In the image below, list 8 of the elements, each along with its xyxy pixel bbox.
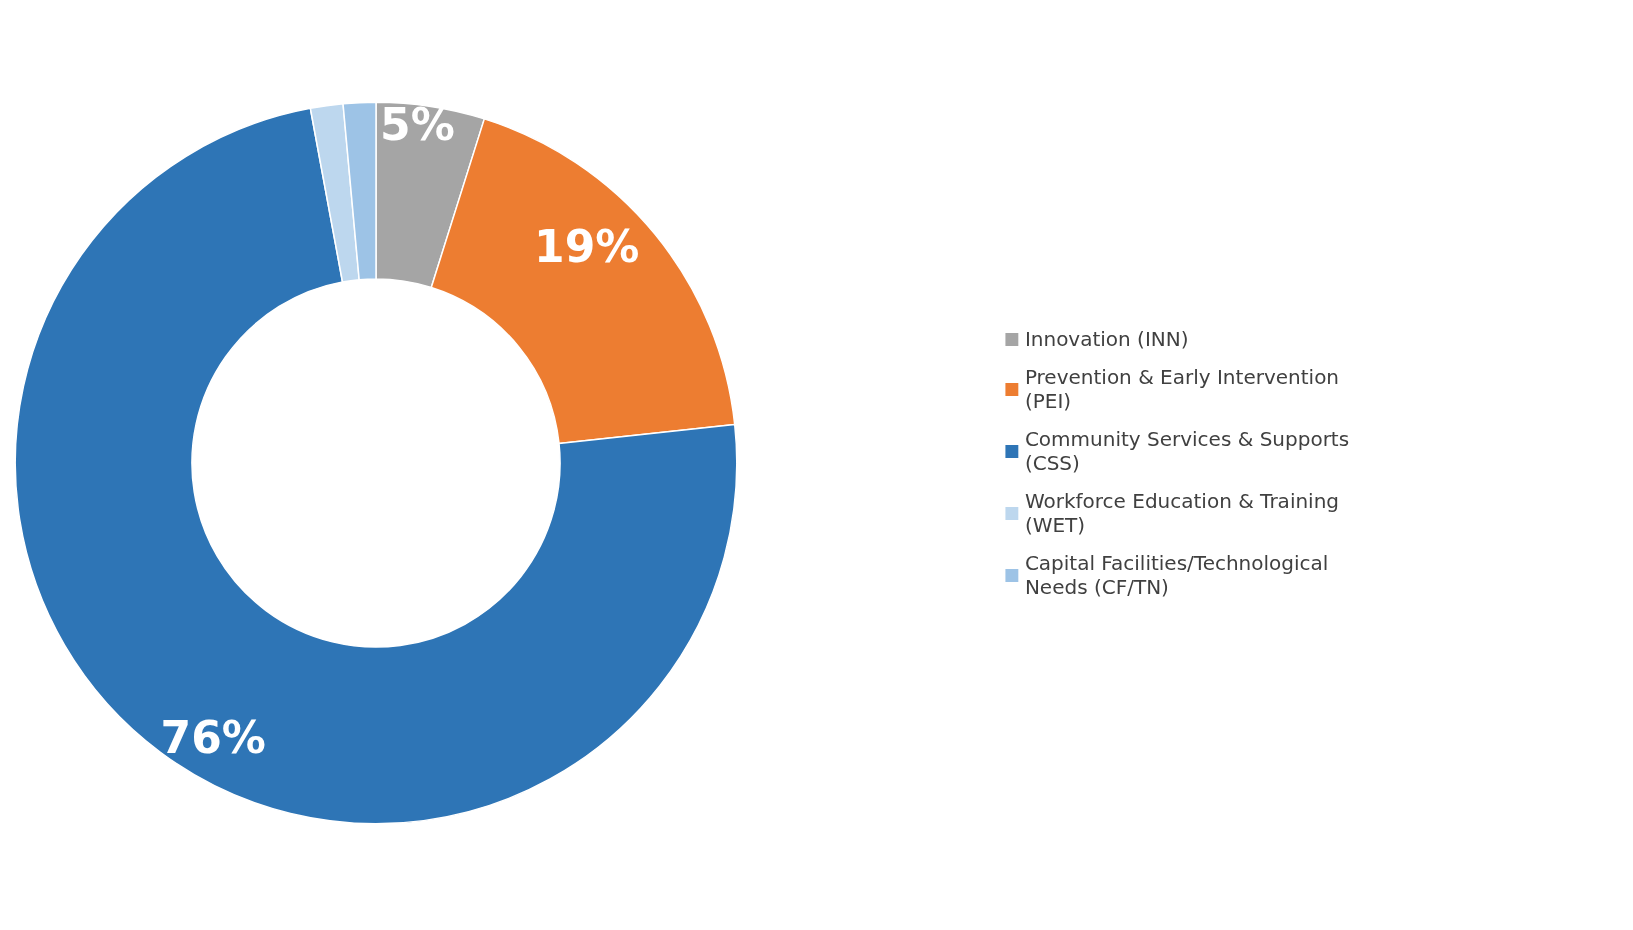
legend-label: Capital Facilities/Technological Needs (CF/TN): [1024, 550, 1329, 599]
legend-label: Community Services & Supports (CSS): [1024, 426, 1350, 475]
data-label: 5%: [380, 99, 455, 151]
legend-label: Prevention & Early Intervention (PEI): [1024, 364, 1340, 413]
data-label: 19%: [534, 220, 640, 272]
legend-label: Innovation (INN): [1024, 326, 1189, 351]
legend-label: Workforce Education & Training (WET): [1024, 488, 1340, 537]
data-label: 76%: [160, 711, 266, 763]
